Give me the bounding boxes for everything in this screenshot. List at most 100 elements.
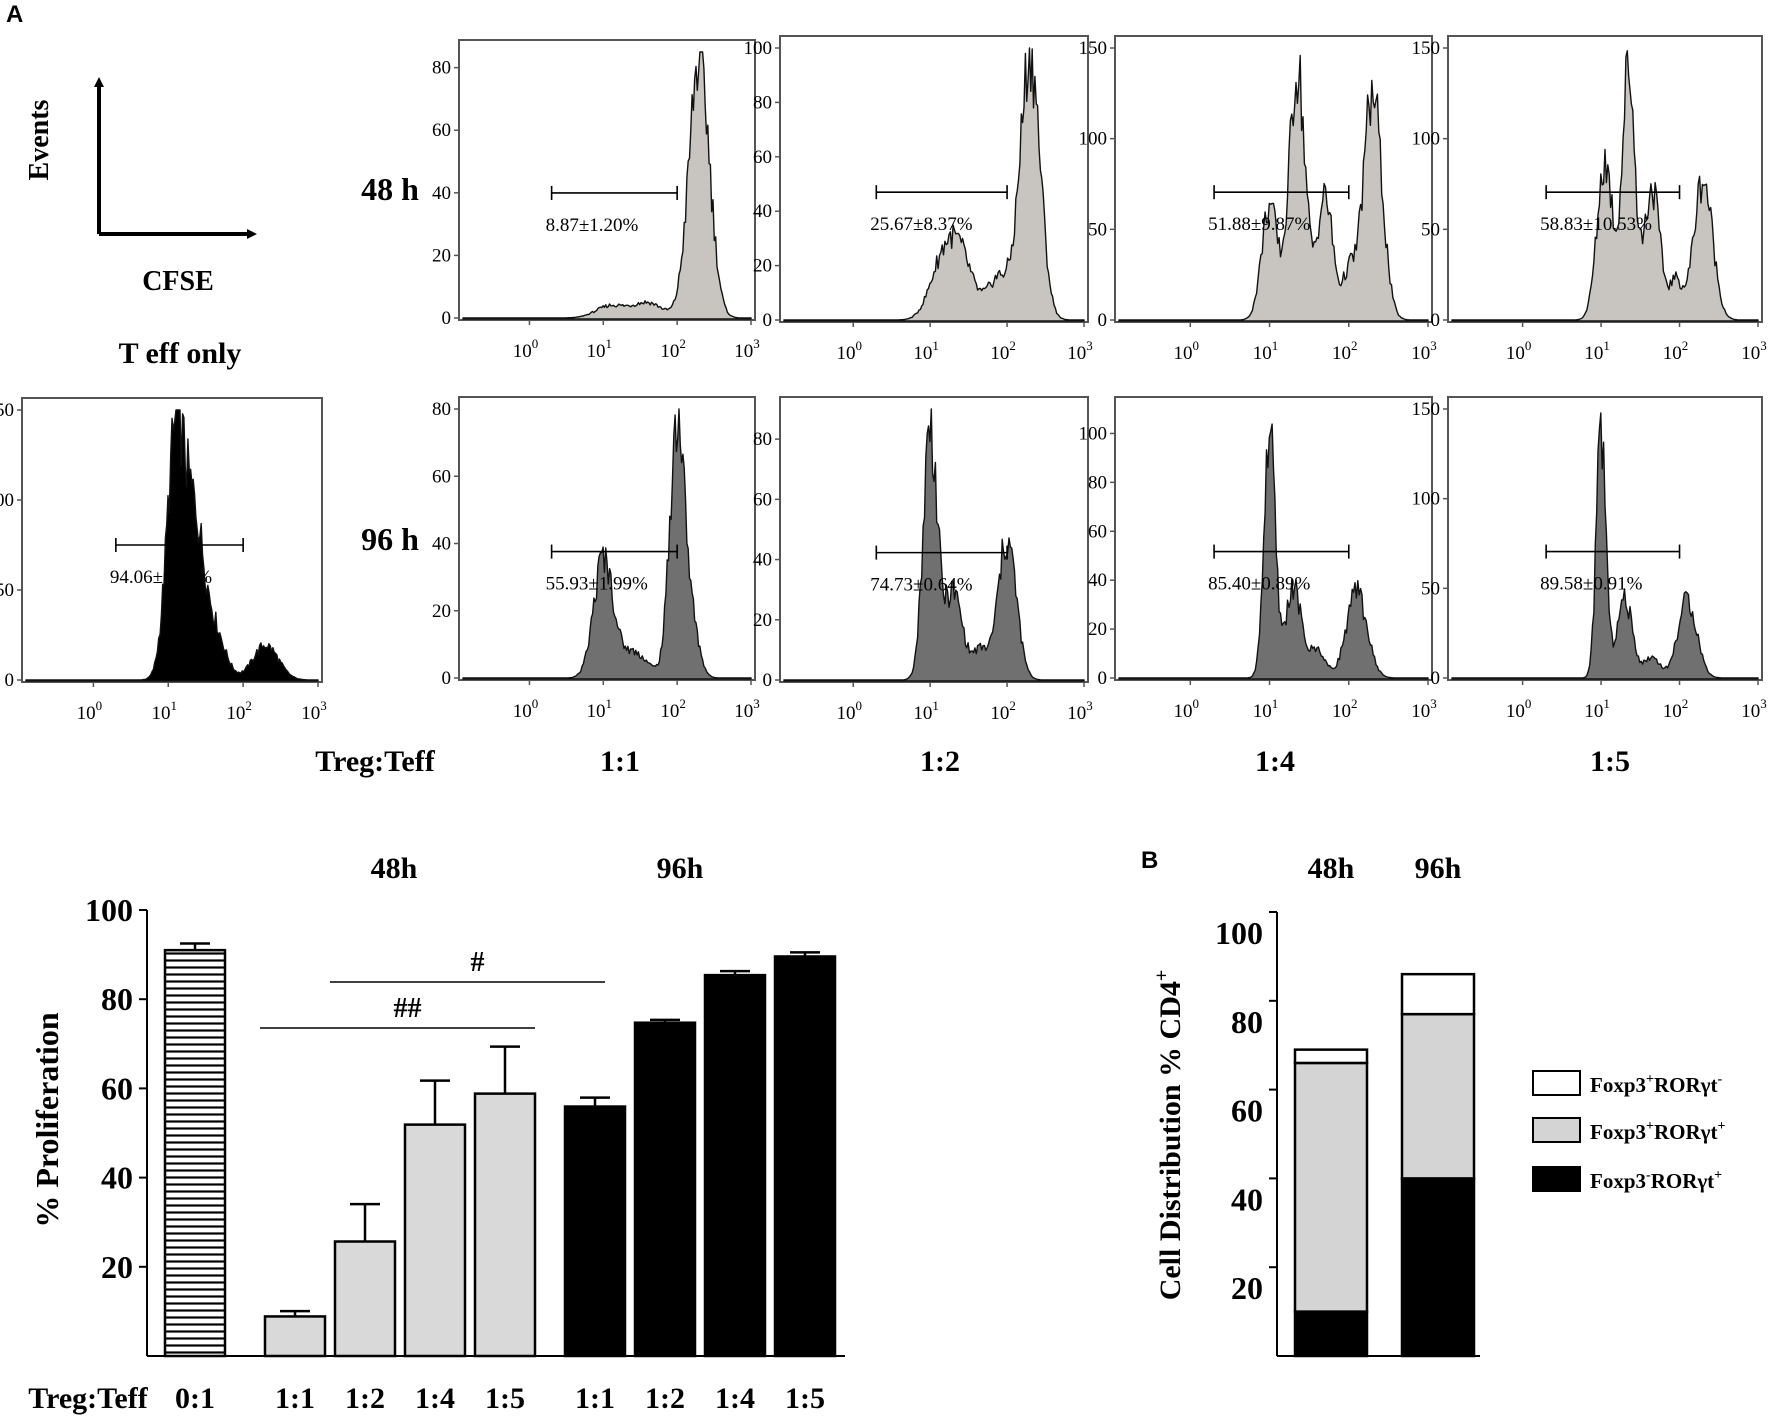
y-tick-label: 0 [1431,668,1441,689]
histogram-distribution [1451,50,1759,322]
y-tick-label: 60 [1088,521,1107,542]
histogram-frame [1447,396,1763,681]
y-tick-label: 80 [432,58,451,79]
y-tick-label: 50 [1088,219,1107,240]
x-tick-label: 1:5 [785,1382,825,1415]
teff-only-title: T eff only [119,337,242,370]
y-tick-label: 0 [763,670,773,691]
histogram-distribution [1451,412,1759,680]
x-tick-label: 101 [1584,696,1610,722]
gate-percentage: 51.88±9.87% [1208,214,1310,235]
y-axis-label: Cell Distribution % CD4+ [1151,970,1187,1301]
x-tick-label: 103 [734,696,760,722]
ratio-label-1-4: 1:4 [1255,745,1295,778]
ratio-label-1-5: 1:5 [1590,745,1630,778]
axis-key-x-label: CFSE [142,266,214,297]
axis-key-y-label: Events [24,99,55,180]
x-tick-label: 101 [1584,338,1610,364]
y-tick-label: 40 [432,183,451,204]
axis-key: Events CFSE [24,77,257,297]
x-tick-label: 103 [1411,338,1437,364]
histogram-96h-1-5: 0 50 100 150 100 101 102 103 89.58±0.91% [1412,396,1767,722]
x-tick-label: 100 [1506,696,1532,722]
x-tick-label: 101 [152,698,178,724]
y-tick-label: 20 [101,1249,133,1285]
proliferation-bar-chart: 20 40 60 80 100 % Proliferation 0:1 1:1 1:2 1:4 1:… [28,852,845,1415]
histogram-distribution [462,51,752,320]
x-tick-label: 103 [1741,338,1767,364]
x-tick-label: 101 [1253,338,1279,364]
x-tick-label: 101 [587,696,613,722]
y-tick-label: 50 [1421,219,1440,240]
x-tick-label: 100 [1174,338,1200,364]
x-tick-label: 1:5 [485,1382,525,1415]
histogram-96h-1-4: 0 20 40 60 80 100 100 101 102 103 85.40±0.89% [1079,396,1437,722]
y-tick-label: 150 [1412,399,1441,420]
legend-swatch [1532,1117,1581,1143]
ratio-row-label: Treg:Teff [315,745,435,778]
y-tick-label: 100 [1079,423,1108,444]
significance-label: ## [394,993,422,1024]
y-tick-label: 40 [753,550,772,571]
x-tick-label: 0:1 [175,1382,215,1415]
gate-percentage: 74.73±0.64% [870,575,972,596]
x-tick-label: 1:2 [645,1382,685,1415]
bar-1:2 [333,1240,397,1358]
x-tick-label: 101 [913,338,939,364]
row-label-96h: 96 h [361,521,419,557]
y-tick-label: 0 [442,308,452,329]
x-tick-label: 101 [1253,696,1279,722]
group-label-96h: 96h [657,852,704,885]
x-tick-label: 102 [1663,338,1689,364]
histogram-48h-1-1: 0 20 40 60 80 100 101 102 103 8.87±1.20% [432,39,760,362]
stack-segment-1 [1400,1012,1476,1180]
row-label-48h: 48 h [361,171,419,207]
y-axis-label: % Proliferation [29,1012,65,1228]
histogram-frame [1447,35,1763,323]
bar-1:2 [633,1021,697,1358]
x-tick-label: 1:1 [575,1382,615,1415]
y-tick-label: 80 [1231,1004,1263,1040]
gate-percentage: 8.87±1.20% [546,215,639,236]
legend-label: Foxp3+RORγt+ [1590,1119,1725,1144]
y-tick-label: 20 [432,601,451,622]
gate-percentage: 85.40±0.89% [1208,574,1310,595]
stack-segment-1 [1293,1061,1369,1313]
x-tick-label: 100 [836,338,862,364]
bar-0:1 [163,948,227,1358]
y-tick-label: 0 [1098,668,1108,689]
stack-segment-2 [1400,972,1476,1016]
x-tick-label: 103 [734,336,760,362]
histogram-frame [1114,396,1433,681]
y-tick-label: 20 [753,610,772,631]
bar-1:5 [473,1092,537,1358]
histogram-distribution [783,47,1085,322]
y-tick-label: 0 [763,310,773,331]
histogram-96h-1-1: 0 20 40 60 80 100 101 102 103 55.93±1.99% [432,396,760,722]
y-tick-label: 100 [1215,915,1263,951]
x-tick-label: 1:4 [415,1382,455,1415]
histogram-48h-1-4: 0 50 100 150 100 101 102 103 51.88±9.87% [1079,35,1437,364]
panel-a-letter: A [6,1,23,28]
histogram-frame [779,35,1089,323]
y-tick-label: 40 [432,534,451,555]
histogram-panels: 0 50 100 150 100 101 102 103 94.06±0.30% 0 20 40 60 8… [0,35,1767,724]
panel-b-letter: B [1141,847,1158,874]
x-tick-label: 1:1 [275,1382,315,1415]
stack-segment-0 [1400,1177,1476,1358]
x-tick-label: 102 [1332,338,1358,364]
y-tick-label: 80 [753,429,772,450]
histogram-teff-only: 0 50 100 150 100 101 102 103 94.06±0.30% [0,397,327,724]
y-tick-label: 100 [0,490,14,511]
bar-1:4 [703,973,767,1358]
histogram-distribution [783,408,1085,682]
stack-segment-2 [1293,1048,1369,1065]
y-tick-label: 20 [753,256,772,277]
category-label-48h: 48h [1308,852,1355,885]
y-tick-label: 100 [1412,129,1441,150]
x-tick-label: 100 [1506,338,1532,364]
y-tick-label: 150 [1412,38,1441,59]
x-tick-label: 103 [1411,696,1437,722]
y-tick-label: 80 [1088,472,1107,493]
y-tick-label: 40 [1231,1181,1263,1217]
